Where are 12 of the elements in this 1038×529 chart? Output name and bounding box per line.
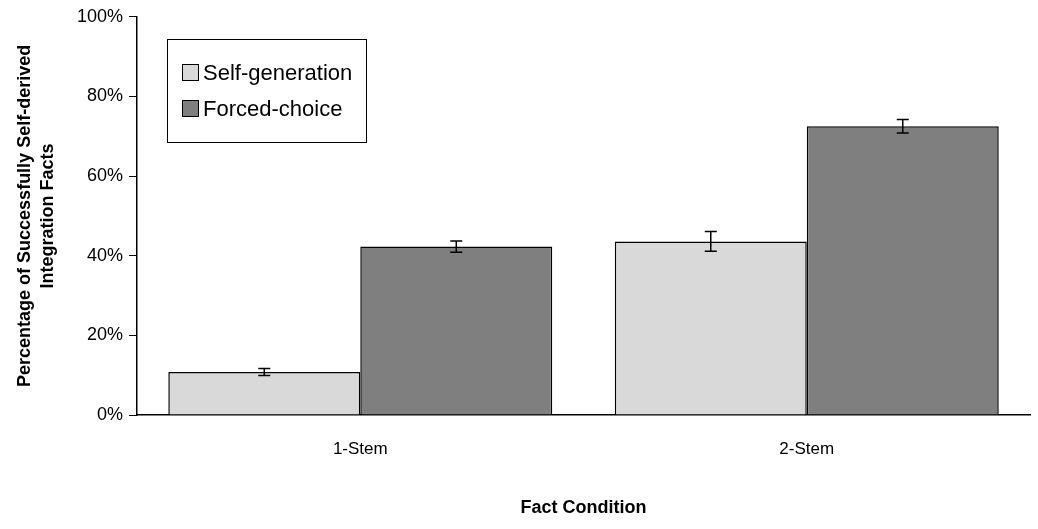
y-tick-label: 100%	[76, 5, 124, 26]
y-tick-label: 60%	[87, 165, 124, 186]
legend-label: Forced-choice	[203, 95, 343, 122]
x-tick-label: 2-Stem	[779, 438, 835, 458]
y-tick-label: 40%	[87, 244, 124, 265]
y-tick-label: 20%	[87, 324, 124, 345]
y-tick-label: 80%	[87, 85, 124, 106]
y-axis-title: Percentage of Successfully Self-derived Integration Facts	[14, 44, 57, 387]
x-tick-label: 1-Stem	[332, 438, 388, 458]
x-axis-title: Fact Condition	[520, 497, 647, 518]
legend-label: Self-generation	[203, 59, 353, 86]
y-tick-label: 0%	[97, 403, 124, 424]
